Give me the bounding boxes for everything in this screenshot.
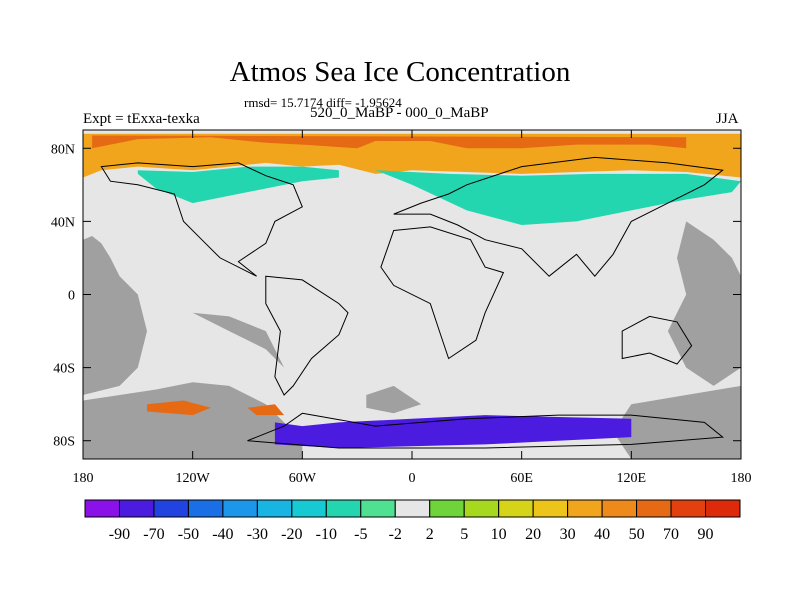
x-axis: 180 120W 60W 0 60E 120E 180 <box>73 130 752 486</box>
colorbar-swatch-3 <box>187 499 224 518</box>
data-field-regions <box>83 133 741 448</box>
colorbar-swatch-18 <box>705 499 741 518</box>
season-label: JJA <box>716 111 739 127</box>
colorbar-label-0: -90 <box>109 526 130 543</box>
colorbar-swatch-7 <box>325 499 362 518</box>
colorbar-label-16: 70 <box>663 526 679 543</box>
y-tick-label-2: 0 <box>68 289 75 304</box>
colorbar-label-3: -40 <box>212 526 233 543</box>
coastline-3 <box>393 156 724 277</box>
colorbar-label-10: 5 <box>460 526 468 543</box>
colorbar-swatch-2 <box>153 499 189 518</box>
colorbar-label-17: 90 <box>698 526 714 543</box>
colorbar-swatch-4 <box>222 499 258 518</box>
coastline-0 <box>100 162 303 277</box>
y-tick-label-3: 40S <box>53 362 75 377</box>
x-tick-label-2: 60W <box>289 471 317 486</box>
coastline-5 <box>247 412 724 449</box>
x-tick-label-0: 180 <box>73 471 94 486</box>
colorbar-label-8: -2 <box>389 526 402 543</box>
y-tick-label-0: 80N <box>51 142 75 157</box>
stats-label: rmsd= 15.7174 diff= -1.95624 <box>244 95 402 110</box>
field-region-3 <box>375 170 741 225</box>
field-region-4 <box>274 415 632 448</box>
y-tick-label-1: 40N <box>51 215 75 230</box>
experiment-label: Expt = tExxa-texka <box>83 111 200 127</box>
field-region-5 <box>147 400 211 416</box>
field-region-2 <box>137 166 339 204</box>
coastline-1 <box>265 275 349 396</box>
field-region-0 <box>83 133 741 178</box>
colorbar-swatch-12 <box>498 499 534 518</box>
colorbar-swatch-6 <box>291 499 327 518</box>
x-tick-label-6: 180 <box>731 471 752 486</box>
x-tick-label-3: 0 <box>409 471 416 486</box>
field-region-6 <box>247 404 285 416</box>
missing-region-5 <box>366 385 422 414</box>
missing-region-3 <box>667 221 741 386</box>
colorbar-label-4: -30 <box>247 526 268 543</box>
colorbar-swatch-11 <box>463 499 500 518</box>
coastline-2 <box>380 226 505 360</box>
colorbar-swatch-17 <box>670 499 707 518</box>
colorbar-label-9: 2 <box>426 526 434 543</box>
colorbar-label-11: 10 <box>491 526 507 543</box>
colorbar-label-1: -70 <box>143 526 164 543</box>
missing-data-regions <box>83 221 741 459</box>
missing-region-2 <box>83 236 147 395</box>
comparison-label: 520_0_MaBP - 000_0_MaBP <box>310 105 489 121</box>
x-tick-label-1: 120W <box>176 471 211 486</box>
colorbar-swatch-1 <box>118 499 155 518</box>
colorbar-swatch-0 <box>84 499 120 518</box>
colorbar-swatch-10 <box>429 499 465 518</box>
colorbar-swatch-16 <box>636 499 672 518</box>
colorbar-label-13: 30 <box>560 526 576 543</box>
colorbar-swatch-5 <box>256 499 293 518</box>
missing-region-4 <box>192 312 285 368</box>
coastline-4 <box>621 315 693 365</box>
colorbar-label-14: 40 <box>594 526 610 543</box>
coastlines <box>100 156 724 449</box>
colorbar-label-6: -10 <box>316 526 337 543</box>
missing-region-0 <box>83 382 303 459</box>
colorbar-label-12: 20 <box>525 526 541 543</box>
chart-title: Atmos Sea Ice Concentration <box>229 56 571 88</box>
colorbar-label-15: 50 <box>629 526 645 543</box>
colorbar: -90 -70 -50 -40 -30 -20 -10 -5 -2 2 5 10 20 30 40 50 70 9… <box>84 499 741 543</box>
colorbar-label-7: -5 <box>354 526 367 543</box>
missing-region-1 <box>613 385 741 459</box>
colorbar-swatch-15 <box>601 499 638 518</box>
colorbar-swatch-14 <box>567 499 603 518</box>
field-region-1 <box>92 135 687 149</box>
colorbar-label-2: -50 <box>178 526 199 543</box>
colorbar-swatch-13 <box>532 499 569 518</box>
colorbar-swatch-8 <box>360 499 396 518</box>
colorbar-label-5: -20 <box>281 526 302 543</box>
colorbar-swatch-9 <box>394 499 431 518</box>
y-axis: 80N 40N 0 40S 80S <box>51 142 741 450</box>
y-tick-label-4: 80S <box>53 435 75 450</box>
x-tick-label-4: 60E <box>510 471 533 486</box>
x-tick-label-5: 120E <box>617 471 647 486</box>
